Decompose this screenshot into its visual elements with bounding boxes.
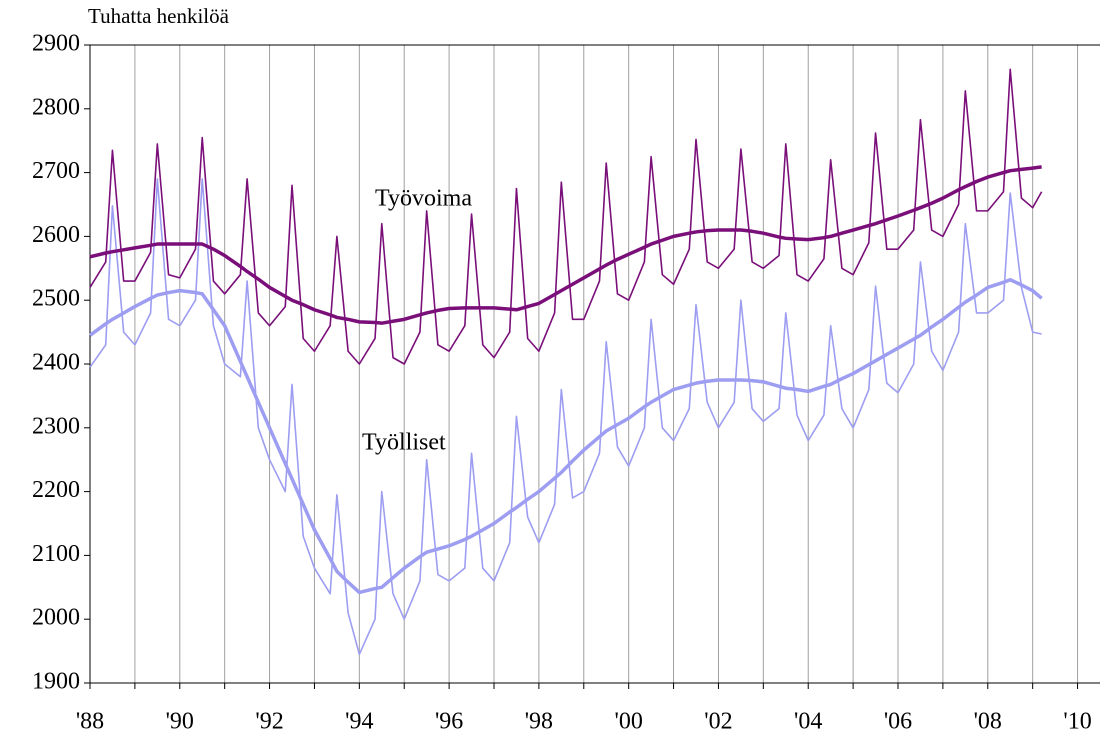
x-tick-label: '98 [525, 709, 553, 735]
x-tick-label: '10 [1063, 709, 1091, 735]
x-tick-label: '96 [435, 709, 463, 735]
y-tick-label: 2300 [32, 413, 80, 439]
series-label: Työvoima [375, 186, 472, 212]
x-tick-label: '88 [76, 709, 104, 735]
y-tick-label: 2700 [32, 158, 80, 184]
x-tick-label: '08 [974, 709, 1002, 735]
series-line [89, 165, 1042, 325]
x-tick-label: '06 [884, 709, 912, 735]
x-tick-label: '90 [166, 709, 194, 735]
y-tick-label: 2500 [32, 286, 80, 312]
chart-title: Tuhatta henkilöä [88, 4, 230, 28]
x-tick-label: '94 [345, 709, 373, 735]
y-tick-label: 2400 [32, 350, 80, 376]
series-label: Työlliset [362, 430, 446, 456]
series-line [88, 278, 1043, 595]
x-tick-label: '04 [794, 709, 822, 735]
x-tick-label: '92 [255, 709, 283, 735]
y-tick-label: 2900 [32, 31, 80, 57]
x-tick-label: '00 [615, 709, 643, 735]
y-tick-label: 2600 [32, 222, 80, 248]
y-tick-label: 2100 [32, 541, 80, 567]
x-tick-label: '02 [704, 709, 732, 735]
y-tick-label: 2800 [32, 94, 80, 120]
y-tick-label: 1900 [32, 669, 80, 695]
y-tick-label: 2000 [32, 605, 80, 631]
y-tick-label: 2200 [32, 477, 80, 503]
series-line [89, 68, 1043, 365]
series-line [89, 178, 1042, 656]
